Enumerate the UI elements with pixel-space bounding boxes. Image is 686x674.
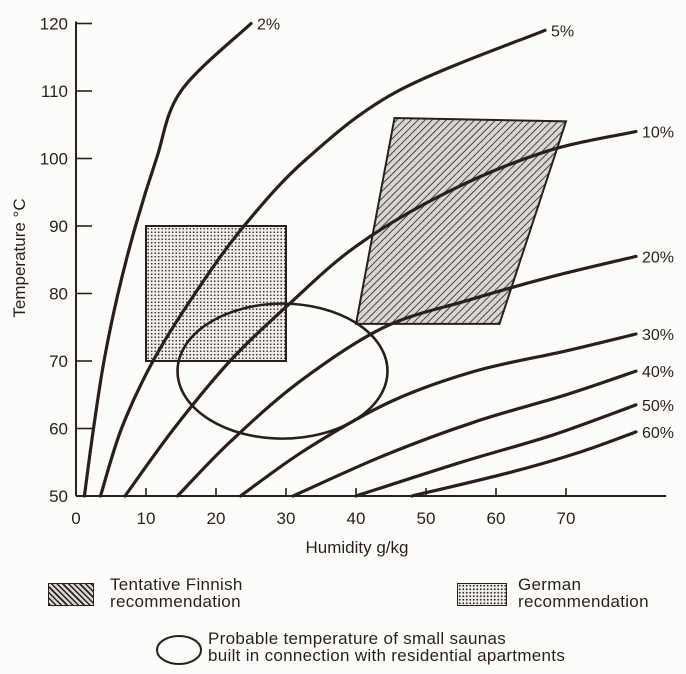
y-axis-title: Temperature °C (10, 198, 29, 317)
curves-layer: 2% 5% 10% 20% 30% 40% 50% 60% (82, 17, 674, 498)
curve-label-5pct: 5% (551, 23, 574, 40)
x-tick-label-0: 0 (71, 509, 80, 528)
curve-label-2pct: 2% (257, 17, 280, 34)
x-axis-title: Humidity g/kg (306, 538, 409, 557)
y-tick-label-110: 110 (41, 82, 68, 101)
y-tick-label-100: 100 (40, 150, 68, 169)
psychrometric-chart: 2% 5% 10% 20% 30% 40% 50% 60% 0 10 20 30 40 50 60 70 50… (10, 15, 674, 558)
curve-60pct (410, 430, 638, 498)
german-region (145, 225, 287, 362)
x-tick-label-20: 20 (207, 509, 226, 528)
y-tick-label-90: 90 (49, 217, 68, 236)
legend-finnish-swatch (48, 583, 94, 606)
curve-50pct (354, 403, 638, 498)
regions-layer (145, 116, 568, 362)
legend-finnish-line1: Tentative Finnish (110, 575, 243, 594)
legend-saunas-line2: built in connection with residential apa… (208, 646, 566, 665)
curve-2pct (82, 21, 253, 498)
y-tick-label-80: 80 (49, 285, 68, 304)
legend-finnish-line2: recommendation (110, 592, 241, 611)
curve-label-30pct: 30% (642, 327, 674, 344)
y-tick-label-120: 120 (40, 15, 68, 34)
legend-ellipse-icon (156, 635, 202, 665)
legend-saunas-line1: Probable temperature of small saunas (208, 629, 507, 648)
curve-label-60pct: 60% (642, 425, 674, 442)
finnish-region (354, 116, 568, 325)
legend-german-line1: German (518, 575, 582, 594)
y-tick-label-50: 50 (49, 487, 68, 506)
curve-10pct (123, 129, 638, 498)
x-tick-label-10: 10 (137, 509, 156, 528)
legend-german-swatch (457, 583, 507, 606)
curve-20pct (175, 254, 638, 498)
y-tick-label-60: 60 (49, 420, 68, 439)
x-tick-label-70: 70 (557, 509, 576, 528)
x-tick-label-40: 40 (347, 509, 366, 528)
saunas-ellipse (176, 302, 389, 440)
x-tick-label-60: 60 (487, 509, 506, 528)
axes-layer: 0 10 20 30 40 50 60 70 50 60 70 80 90 100 110 120 (40, 15, 666, 528)
curve-label-40pct: 40% (642, 364, 674, 381)
curve-5pct (98, 28, 547, 498)
legend-german-line2: recommendation (518, 592, 649, 611)
curve-40pct (291, 369, 638, 498)
curve-label-50pct: 50% (642, 398, 674, 415)
y-tick-label-70: 70 (49, 352, 68, 371)
x-tick-label-50: 50 (417, 509, 436, 528)
curve-label-20pct: 20% (642, 249, 674, 266)
curve-30pct (238, 332, 638, 498)
x-tick-label-30: 30 (277, 509, 296, 528)
curve-label-10pct: 10% (642, 125, 674, 142)
